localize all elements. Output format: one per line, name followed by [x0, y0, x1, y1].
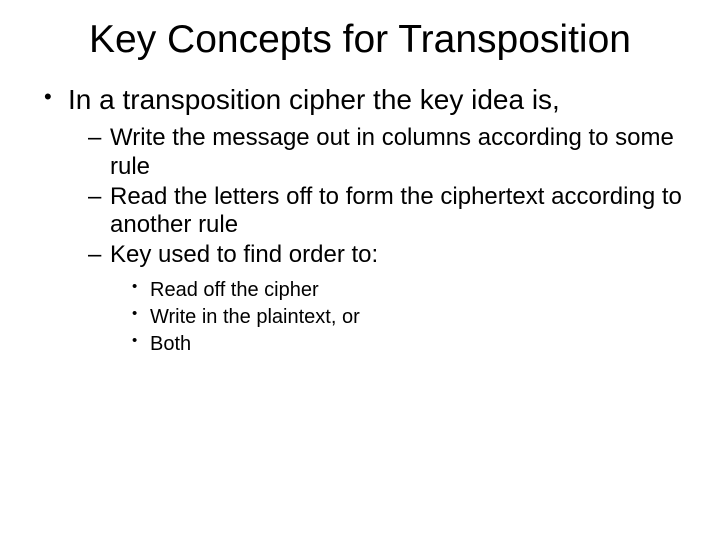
bullet-list-lvl2: Write the message out in columns accordi… — [68, 124, 690, 357]
list-item: Read the letters off to form the ciphert… — [88, 183, 690, 240]
bullet-text: Read the letters off to form the ciphert… — [110, 183, 682, 238]
bullet-list-lvl1: In a transposition cipher the key idea i… — [30, 84, 690, 357]
bullet-text: Key used to find order to: — [110, 241, 378, 268]
list-item: Write in the plaintext, or — [132, 305, 690, 330]
bullet-text: Write the message out in columns accordi… — [110, 124, 674, 179]
bullet-text: Write in the plaintext, or — [150, 306, 360, 328]
slide-title: Key Concepts for Transposition — [30, 18, 690, 62]
list-item: Write the message out in columns accordi… — [88, 124, 690, 181]
list-item: In a transposition cipher the key idea i… — [40, 84, 690, 357]
slide: Key Concepts for Transposition In a tran… — [0, 0, 720, 540]
bullet-text: Both — [150, 333, 191, 355]
bullet-text: Read off the cipher — [150, 279, 319, 301]
list-item: Key used to find order to: Read off the … — [88, 241, 690, 356]
bullet-text: In a transposition cipher the key idea i… — [68, 84, 560, 115]
list-item: Both — [132, 332, 690, 357]
list-item: Read off the cipher — [132, 278, 690, 303]
bullet-list-lvl3: Read off the cipher Write in the plainte… — [110, 278, 690, 357]
